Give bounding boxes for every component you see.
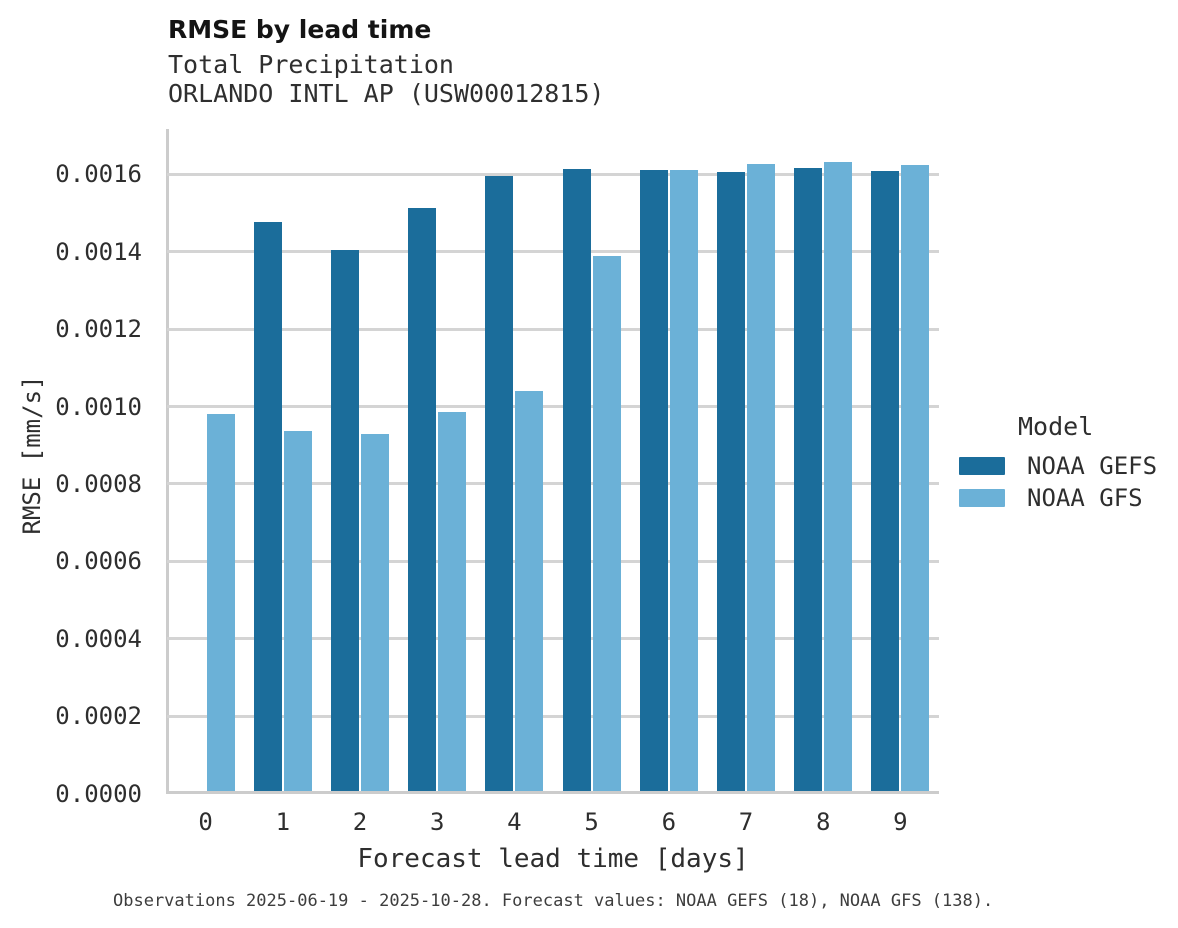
bar-noaa-gfs-day-7	[747, 164, 775, 792]
bar-noaa-gfs-day-1	[283, 431, 312, 792]
x-tick-label-8: 8	[815, 808, 831, 836]
x-axis-title: Forecast lead time [days]	[357, 844, 749, 874]
y-tick-label-0.0000: 0.0000	[55, 779, 142, 808]
chart-header: RMSE by lead time Total Precipitation OR…	[168, 15, 605, 109]
y-axis-line	[166, 129, 169, 794]
gridline-y-0.001	[167, 405, 939, 408]
chart-title: RMSE by lead time	[168, 15, 432, 44]
footnote: Observations 2025-06-19 - 2025-10-28. Fo…	[113, 891, 994, 911]
x-tick-label-5: 5	[584, 808, 599, 836]
x-tick-label-3: 3	[429, 808, 445, 836]
gridline-y-0.0008	[167, 482, 939, 486]
x-tick-label-4: 4	[507, 808, 522, 836]
bar-noaa-gefs-day-3	[408, 208, 437, 792]
bar-noaa-gefs-day-1	[253, 222, 282, 792]
y-tick-label-0.0012: 0.0012	[55, 315, 142, 344]
bar-noaa-gefs-day-4	[485, 176, 514, 792]
bar-noaa-gefs-day-9	[871, 171, 900, 792]
x-tick-label-6: 6	[661, 808, 677, 836]
bar-noaa-gefs-day-7	[717, 172, 745, 792]
legend: Model NOAA GEFS NOAA GFS	[959, 414, 1157, 518]
gridline-y-0.0016	[167, 172, 939, 176]
bar-noaa-gfs-day-0	[206, 414, 235, 792]
plot-area	[167, 129, 939, 792]
y-tick-label-0.0002: 0.0002	[55, 702, 142, 731]
legend-rows: NOAA GEFS NOAA GFS	[959, 454, 1157, 510]
bar-noaa-gefs-day-5	[562, 169, 591, 792]
bar-noaa-gfs-day-6	[669, 170, 698, 792]
legend-title: Model	[1018, 412, 1094, 441]
bar-noaa-gefs-day-6	[639, 170, 668, 792]
y-tick-label-0.0016: 0.0016	[55, 160, 142, 189]
y-tick-label-0.0008: 0.0008	[55, 469, 142, 498]
legend-swatch-icon	[959, 489, 1005, 507]
chart-subtitle-station: ORLANDO INTL AP (USW00012815)	[168, 79, 605, 108]
legend-item-noaa-gefs: NOAA GEFS	[959, 454, 1157, 478]
legend-label: NOAA GFS	[1027, 484, 1143, 512]
x-tick-label-2: 2	[352, 808, 368, 836]
y-tick-label-0.0014: 0.0014	[55, 237, 142, 266]
y-tick-label-0.0006: 0.0006	[55, 547, 142, 576]
legend-label: NOAA GEFS	[1027, 452, 1158, 480]
gridline-y-0.0006	[167, 559, 939, 563]
bar-noaa-gfs-day-4	[515, 391, 544, 792]
legend-item-noaa-gfs: NOAA GFS	[959, 486, 1157, 510]
x-tick-label-0: 0	[198, 808, 213, 836]
x-axis-line	[166, 791, 939, 794]
bar-noaa-gefs-day-8	[794, 168, 823, 792]
x-tick-label-9: 9	[893, 808, 908, 836]
gridline-y-0.0012	[167, 327, 939, 331]
bar-noaa-gefs-day-2	[331, 250, 359, 792]
gridline-y-0.0004	[167, 637, 939, 641]
gridline-y-0.0014	[167, 250, 939, 254]
x-tick-label-1: 1	[275, 808, 291, 836]
x-tick-label-7: 7	[738, 808, 754, 836]
y-tick-label-0.0010: 0.0010	[55, 392, 142, 421]
bar-noaa-gfs-day-5	[592, 256, 621, 792]
bar-noaa-gfs-day-3	[438, 412, 467, 792]
chart-subtitle-variable: Total Precipitation	[168, 50, 454, 79]
bar-noaa-gfs-day-8	[824, 162, 853, 792]
gridline-y-0.0002	[167, 714, 939, 718]
bar-noaa-gfs-day-2	[361, 434, 389, 792]
bar-noaa-gfs-day-9	[901, 165, 930, 792]
legend-swatch-icon	[959, 457, 1005, 475]
y-tick-label-0.0004: 0.0004	[55, 624, 142, 653]
